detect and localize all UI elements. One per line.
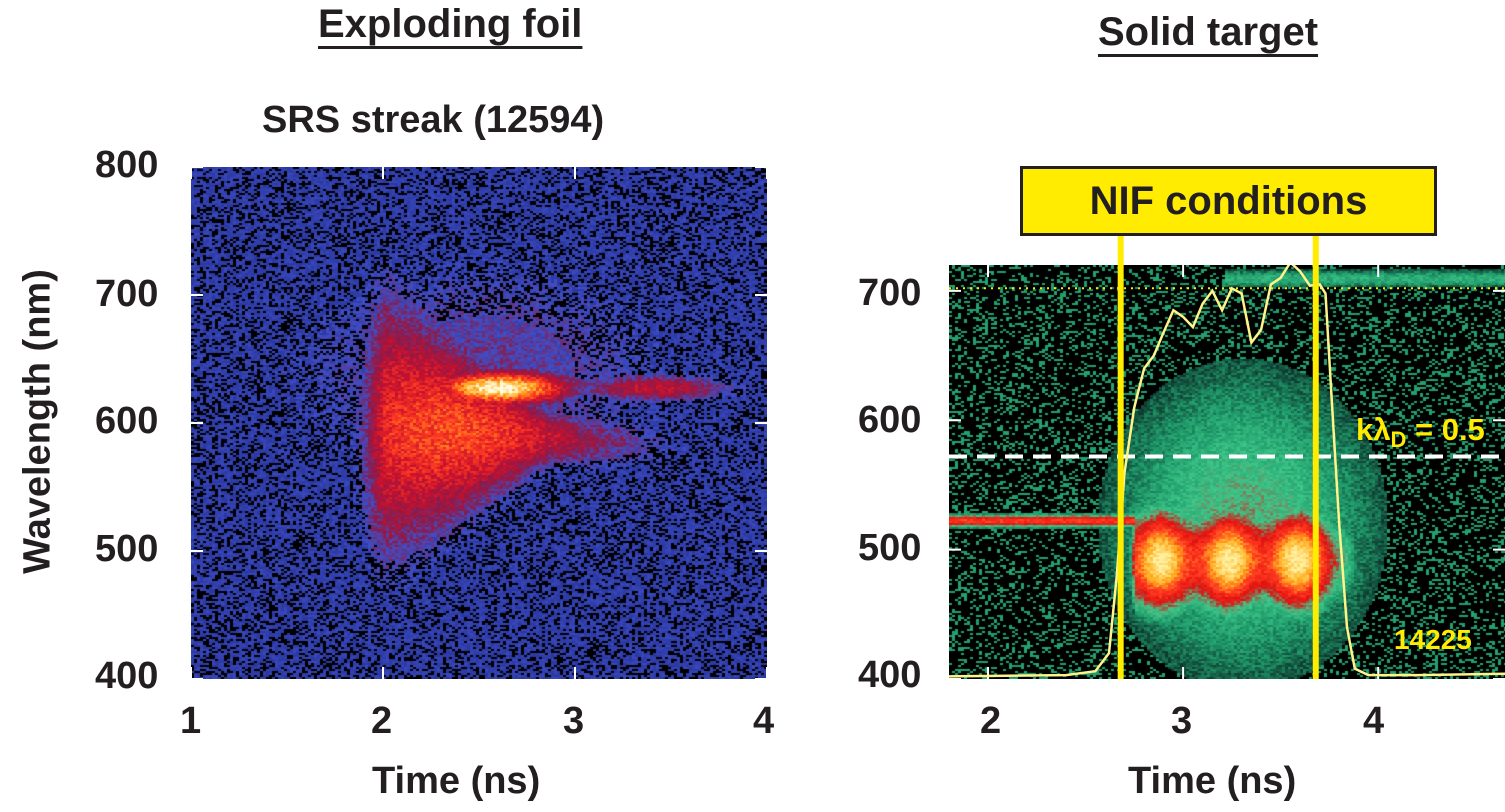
overlay-trace	[949, 265, 1505, 678]
left-ytick-800: 800	[95, 144, 159, 186]
right-x-axis-title: Time (ns)	[1128, 760, 1297, 802]
right-ytick-700: 700	[858, 272, 922, 314]
right-ytick-400: 400	[858, 654, 922, 696]
left-chart-title: SRS streak (12594)	[262, 99, 605, 141]
left-ytick-400: 400	[95, 655, 159, 697]
left-ytick-500: 500	[95, 528, 159, 570]
left-xtick-1: 1	[180, 700, 202, 742]
right-ytick-600: 600	[858, 399, 922, 441]
left-heatmap-canvas	[191, 167, 767, 679]
left-y-axis-title: Wavelength (nm)	[16, 269, 59, 574]
left-ytick-600: 600	[95, 400, 159, 442]
left-panel-heading: Exploding foil	[318, 2, 583, 46]
right-panel-heading: Solid target	[1098, 10, 1319, 54]
kld-label-tail: = 0.5	[1406, 412, 1485, 447]
nif-conditions-box: NIF conditions	[1020, 166, 1437, 236]
right-heatmap	[949, 265, 1505, 679]
left-x-axis-title: Time (ns)	[372, 760, 541, 802]
kld-label: kλD = 0.5	[1356, 412, 1485, 453]
right-axes-overlay	[949, 265, 1505, 679]
left-xtick-3: 3	[563, 700, 585, 742]
left-xtick-2: 2	[371, 700, 393, 742]
left-heatmap	[191, 167, 767, 679]
left-ytick-700: 700	[95, 273, 159, 315]
kld-label-sub: D	[1390, 427, 1407, 453]
kld-label-main: kλ	[1356, 412, 1391, 447]
left-xtick-4: 4	[753, 700, 775, 742]
shot-number-label: 14225	[1394, 624, 1472, 655]
right-xtick-4: 4	[1363, 700, 1385, 742]
right-ytick-500: 500	[858, 527, 922, 569]
left-axes-overlay	[191, 167, 767, 679]
right-heatmap-canvas	[949, 265, 1505, 679]
right-xtick-2: 2	[980, 700, 1002, 742]
right-xtick-3: 3	[1171, 700, 1193, 742]
